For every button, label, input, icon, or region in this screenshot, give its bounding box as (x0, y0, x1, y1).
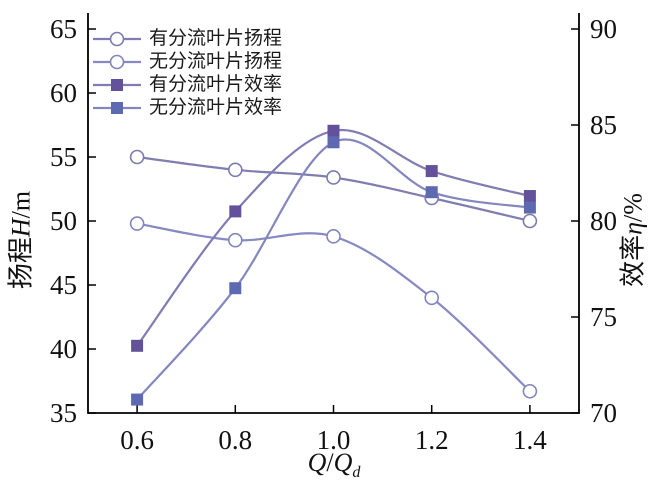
data-point-efficiency-without-splitter (131, 393, 144, 406)
left-axis-tick-label: 60 (50, 78, 77, 108)
data-point-head-with-splitter (129, 149, 145, 165)
curve-head-with-splitter (136, 155, 531, 223)
left-axis-tick-label: 65 (50, 14, 77, 44)
data-point-efficiency-without-splitter (229, 282, 242, 295)
curve-efficiency-without-splitter (136, 138, 531, 401)
data-point-head-with-splitter (522, 213, 538, 229)
legend: 有分流叶片扬程 无分流叶片扬程 有分流叶片效率 无分流叶片效率 (92, 27, 282, 119)
data-point-efficiency-without-splitter (523, 201, 536, 214)
data-point-efficiency-with-splitter (229, 205, 242, 218)
legend-item-head-without-splitter: 无分流叶片扬程 (92, 50, 282, 73)
right-axis-tick-label: 70 (590, 398, 617, 428)
data-point-head-without-splitter (326, 229, 341, 244)
data-point-head-without-splitter (424, 290, 440, 306)
right-axis-title: 效率η/% (618, 193, 648, 287)
legend-square-marker-icon (93, 78, 141, 91)
legend-circle-marker-icon (93, 31, 141, 46)
legend-item-efficiency-with-splitter: 有分流叶片效率 (92, 73, 282, 96)
x-axis-tick-label: 0.6 (120, 425, 154, 455)
data-point-efficiency-with-splitter (327, 124, 340, 137)
legend-item-head-with-splitter: 有分流叶片扬程 (92, 27, 282, 50)
legend-label: 有分流叶片扬程 (149, 28, 283, 49)
legend-label: 无分流叶片扬程 (149, 51, 283, 72)
left-axis-tick-label: 55 (50, 142, 77, 172)
legend-square-marker-icon (93, 101, 141, 114)
data-point-head-without-splitter (522, 383, 538, 399)
x-axis-tick-label: 1.2 (415, 425, 449, 455)
data-point-head-with-splitter (326, 170, 341, 185)
data-point-head-with-splitter (228, 162, 243, 178)
legend-label: 有分流叶片效率 (149, 74, 283, 95)
x-axis-tick-label: 1.0 (317, 425, 351, 455)
data-point-efficiency-without-splitter (327, 136, 340, 149)
legend-circle-marker-icon (93, 54, 141, 69)
data-point-efficiency-with-splitter (425, 165, 438, 178)
right-axis-tick-label: 85 (590, 110, 617, 140)
left-axis-tick-label: 40 (50, 334, 77, 364)
data-point-efficiency-without-splitter (425, 186, 438, 199)
left-axis-tick-label: 35 (50, 398, 77, 428)
right-axis-tick-label: 75 (590, 302, 617, 332)
right-axis-tick-label: 80 (590, 206, 617, 236)
legend-item-efficiency-without-splitter: 无分流叶片效率 (92, 96, 282, 119)
left-axis-tick-label: 45 (50, 270, 77, 300)
x-axis-tick-label: 1.4 (513, 425, 547, 455)
data-point-head-without-splitter (129, 216, 145, 231)
data-point-efficiency-with-splitter (523, 190, 536, 203)
data-point-head-without-splitter (228, 232, 243, 248)
curve-head-without-splitter (136, 222, 531, 393)
x-axis-title: Q/Qd (307, 447, 361, 482)
x-axis-tick-label: 0.8 (218, 425, 252, 455)
right-axis-tick-label: 90 (590, 14, 617, 44)
left-axis-tick-label: 50 (50, 206, 77, 236)
legend-label: 无分流叶片效率 (149, 97, 283, 118)
data-point-efficiency-with-splitter (131, 339, 144, 352)
left-axis-title: 扬程H/m (6, 190, 36, 290)
